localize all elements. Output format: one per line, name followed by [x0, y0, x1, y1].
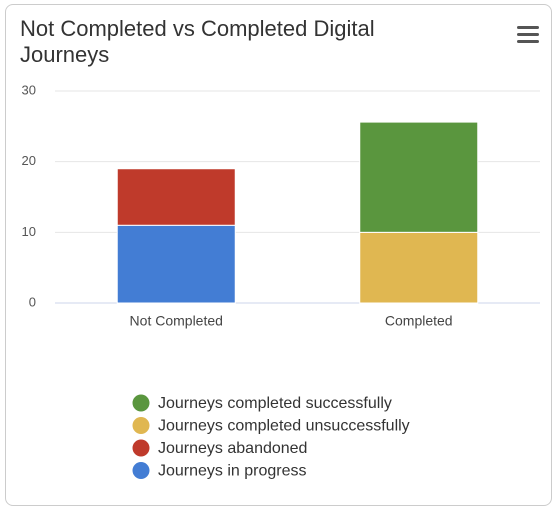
legend-marker [132, 417, 150, 434]
y-tick-label: 30 [22, 82, 36, 97]
menu-bar [517, 33, 539, 36]
legend-marker [132, 394, 150, 412]
bar-segment [116, 168, 236, 226]
bar-segment [359, 121, 479, 233]
menu-button[interactable] [517, 26, 539, 43]
legend-label: Journeys abandoned [158, 440, 307, 457]
legend-marker [132, 439, 150, 457]
legend-label: Journeys completed unsuccessfully [158, 418, 410, 435]
menu-bar [517, 40, 539, 43]
legend-label: Journeys in progress [158, 463, 307, 480]
bar-segment [359, 231, 479, 304]
chart-title: Not Completed vs Completed Digital Journ… [20, 16, 381, 67]
legend-label: Journeys completed successfully [158, 395, 392, 412]
y-tick-label: 20 [22, 153, 36, 168]
x-tick-label: Not Completed [130, 313, 223, 329]
y-tick-label: 10 [22, 224, 36, 239]
y-tick-label: 0 [29, 294, 36, 309]
card [5, 4, 552, 506]
bar-segment [116, 224, 236, 304]
menu-bar [517, 26, 539, 29]
legend-marker [132, 462, 150, 479]
x-tick-label: Completed [385, 313, 453, 329]
